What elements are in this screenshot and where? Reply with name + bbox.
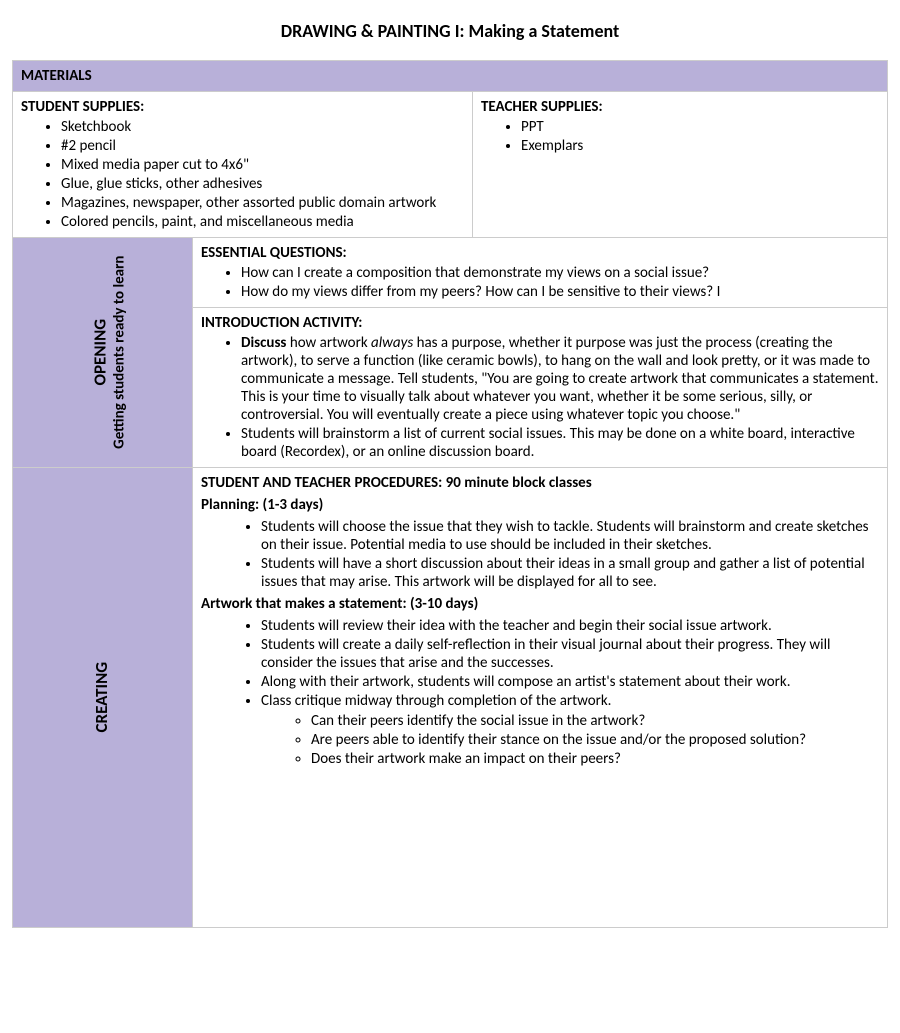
list-item: How do my views differ from my peers? Ho… <box>241 283 879 301</box>
list-item: Discuss how artwork always has a purpose… <box>241 334 879 424</box>
list-item: Students will review their idea with the… <box>261 617 879 635</box>
list-item: Class critique midway through completion… <box>261 692 879 768</box>
eq-heading: ESSENTIAL QUESTIONS: <box>201 244 879 262</box>
student-supplies-cell: STUDENT SUPPLIES: Sketchbook #2 pencil M… <box>13 92 473 238</box>
student-supplies-list: Sketchbook #2 pencil Mixed media paper c… <box>21 118 464 231</box>
intro-heading: INTRODUCTION ACTIVITY: <box>201 314 879 332</box>
list-item: Glue, glue sticks, other adhesives <box>61 175 464 193</box>
list-item: PPT <box>521 118 879 136</box>
artwork-item-text: Class critique midway through completion… <box>261 692 611 710</box>
lesson-plan-table: MATERIALS STUDENT SUPPLIES: Sketchbook #… <box>12 60 888 928</box>
page-title: DRAWING & PAINTING I: Making a Statement <box>12 20 888 42</box>
list-item: How can I create a composition that demo… <box>241 264 879 282</box>
intro-activity-cell: INTRODUCTION ACTIVITY: Discuss how artwo… <box>193 308 888 468</box>
teacher-supplies-list: PPT Exemplars <box>481 118 879 155</box>
creating-sidebar: CREATING <box>13 468 193 928</box>
intro-mid: how artwork <box>286 334 371 352</box>
procedures-cell: STUDENT AND TEACHER PROCEDURES: 90 minut… <box>193 468 888 928</box>
opening-label: OPENING <box>89 319 110 386</box>
list-item: Students will create a daily self-reflec… <box>261 636 879 672</box>
opening-sub-label: Getting students ready to learn <box>111 256 129 449</box>
planning-list: Students will choose the issue that they… <box>201 518 879 591</box>
list-item: Mixed media paper cut to 4x6" <box>61 156 464 174</box>
intro-list: Discuss how artwork always has a purpose… <box>201 334 879 461</box>
list-item: Students will choose the issue that they… <box>261 518 879 554</box>
list-item: Magazines, newspaper, other assorted pub… <box>61 194 464 212</box>
list-item: Students will brainstorm a list of curre… <box>241 425 879 461</box>
critique-sublist: Can their peers identify the social issu… <box>261 712 879 768</box>
eq-list: How can I create a composition that demo… <box>201 264 879 301</box>
intro-lead: Discuss <box>241 334 286 352</box>
procedures-heading: STUDENT AND TEACHER PROCEDURES: 90 minut… <box>201 474 879 492</box>
list-item: Does their artwork make an impact on the… <box>311 750 879 768</box>
list-item: Along with their artwork, students will … <box>261 673 879 691</box>
teacher-supplies-heading: TEACHER SUPPLIES: <box>481 98 879 116</box>
list-item: Sketchbook <box>61 118 464 136</box>
intro-em: always <box>371 334 413 352</box>
opening-sidebar: OPENING Getting students ready to learn <box>13 238 193 468</box>
artwork-heading: Artwork that makes a statement: (3-10 da… <box>201 595 879 613</box>
list-item: Colored pencils, paint, and miscellaneou… <box>61 213 464 231</box>
teacher-supplies-cell: TEACHER SUPPLIES: PPT Exemplars <box>473 92 888 238</box>
creating-label: CREATING <box>91 662 112 733</box>
list-item: #2 pencil <box>61 137 464 155</box>
artwork-list: Students will review their idea with the… <box>201 617 879 768</box>
essential-questions-cell: ESSENTIAL QUESTIONS: How can I create a … <box>193 238 888 308</box>
list-item: Students will have a short discussion ab… <box>261 555 879 591</box>
list-item: Are peers able to identify their stance … <box>311 731 879 749</box>
student-supplies-heading: STUDENT SUPPLIES: <box>21 98 464 116</box>
planning-heading: Planning: (1-3 days) <box>201 496 879 514</box>
list-item: Exemplars <box>521 137 879 155</box>
materials-header: MATERIALS <box>13 61 888 92</box>
list-item: Can their peers identify the social issu… <box>311 712 879 730</box>
